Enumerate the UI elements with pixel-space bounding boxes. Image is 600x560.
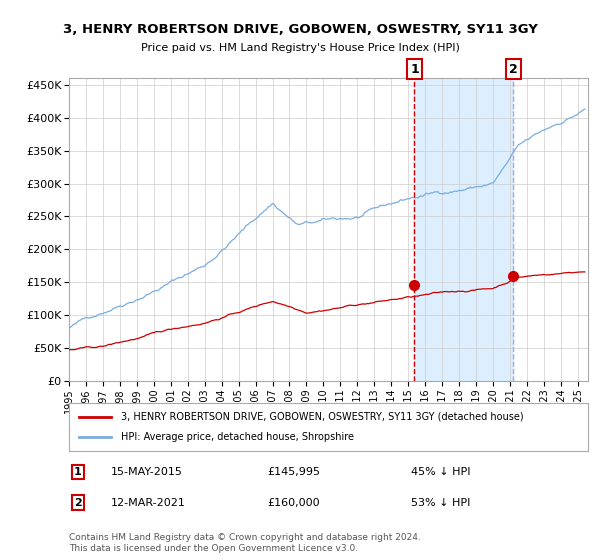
- Text: £160,000: £160,000: [267, 498, 320, 507]
- Text: 1: 1: [74, 467, 82, 477]
- Text: 15-MAY-2015: 15-MAY-2015: [111, 467, 183, 477]
- Text: 3, HENRY ROBERTSON DRIVE, GOBOWEN, OSWESTRY, SY11 3GY: 3, HENRY ROBERTSON DRIVE, GOBOWEN, OSWES…: [62, 24, 538, 36]
- Text: 53% ↓ HPI: 53% ↓ HPI: [411, 498, 470, 507]
- Text: HPI: Average price, detached house, Shropshire: HPI: Average price, detached house, Shro…: [121, 432, 354, 442]
- Text: 2: 2: [74, 498, 82, 507]
- Text: 45% ↓ HPI: 45% ↓ HPI: [411, 467, 470, 477]
- Text: 12-MAR-2021: 12-MAR-2021: [111, 498, 186, 507]
- Text: 1: 1: [410, 63, 419, 76]
- Text: Contains HM Land Registry data © Crown copyright and database right 2024.
This d: Contains HM Land Registry data © Crown c…: [69, 533, 421, 553]
- Text: £145,995: £145,995: [267, 467, 320, 477]
- Text: Price paid vs. HM Land Registry's House Price Index (HPI): Price paid vs. HM Land Registry's House …: [140, 43, 460, 53]
- Text: 2: 2: [509, 63, 518, 76]
- Bar: [415, 78, 513, 381]
- Text: 3, HENRY ROBERTSON DRIVE, GOBOWEN, OSWESTRY, SY11 3GY (detached house): 3, HENRY ROBERTSON DRIVE, GOBOWEN, OSWES…: [121, 412, 524, 422]
